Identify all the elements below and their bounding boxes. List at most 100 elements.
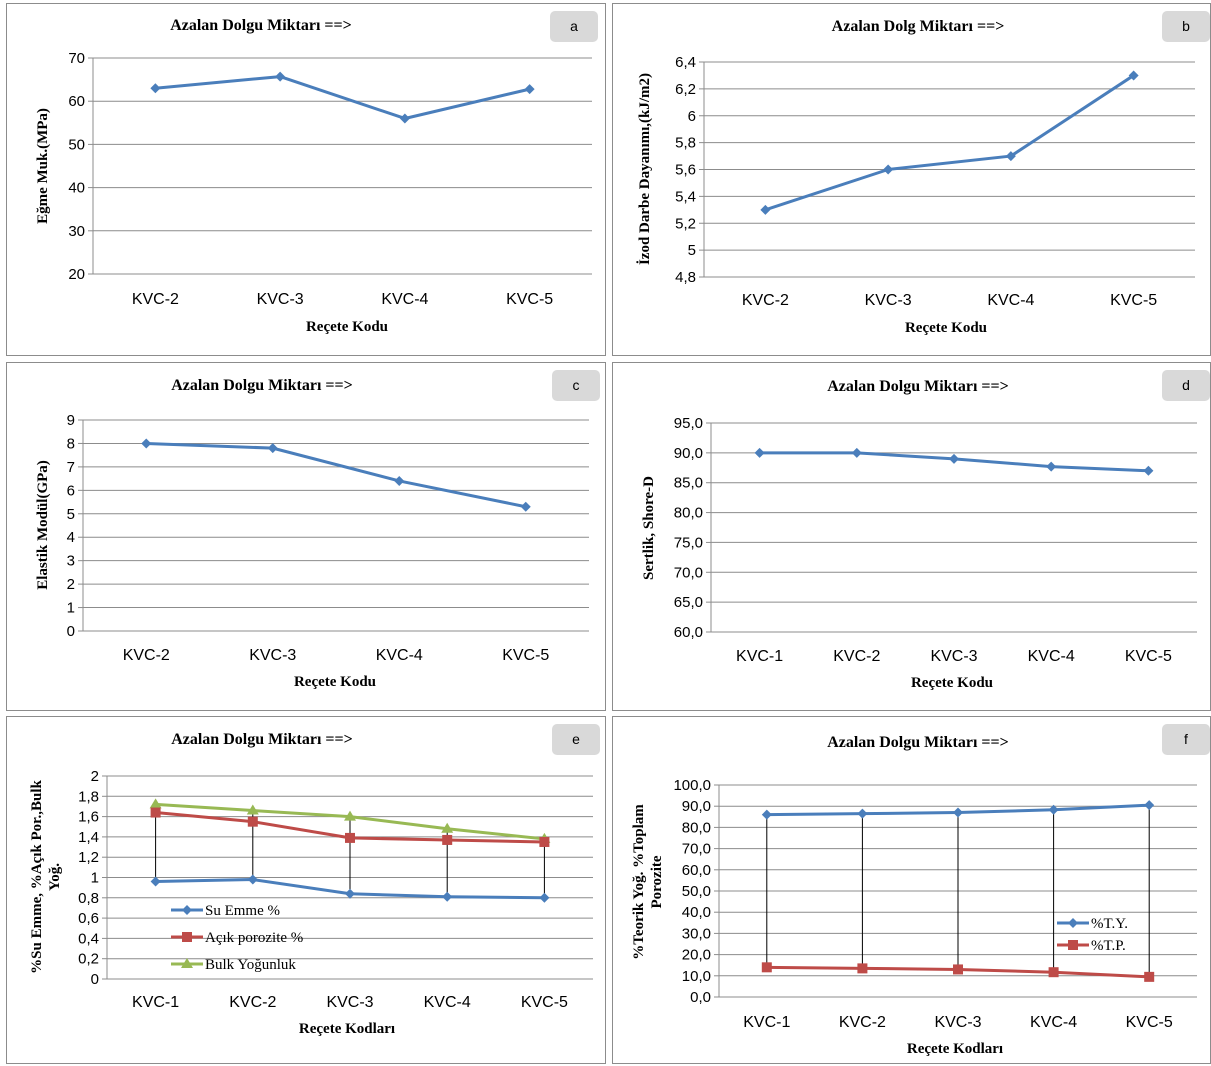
x-tick-label: KVC-1: [132, 994, 179, 1011]
y-axis-title: İzod Darbe Dayanımı,(kJ/m2): [636, 73, 653, 265]
x-tick-label: KVC-1: [743, 1014, 790, 1031]
panel-label: d: [1182, 377, 1190, 393]
data-point: [539, 836, 550, 847]
x-axis-title: Reçete Kodu: [306, 319, 388, 335]
y-tick-label: 20: [68, 266, 85, 283]
y-tick-label: 80,0: [682, 819, 711, 836]
panel-label-badge: f: [1162, 724, 1210, 755]
y-tick-label: 3: [67, 553, 75, 570]
y-tick-label: 0,4: [78, 930, 99, 947]
data-point: [246, 804, 259, 815]
data-point: [883, 164, 894, 175]
y-tick-label: 40: [68, 180, 85, 197]
data-point: [267, 443, 278, 454]
y-tick-label: 1: [91, 870, 99, 887]
y-tick-label: 6,4: [675, 54, 696, 71]
data-point: [851, 447, 862, 458]
y-tick-label: 8: [67, 435, 75, 452]
y-tick-label: 70,0: [682, 841, 711, 858]
legend-label: Açık porozite %: [205, 930, 303, 946]
y-axis-title: %Su Emme, %Açık Por.,Bulk: [29, 780, 45, 974]
chart-title: Azalan Dolgu Miktarı ==>: [827, 734, 1009, 751]
chart-title: Azalan Dolgu Miktarı ==>: [827, 378, 1009, 395]
y-tick-label: 0,8: [78, 890, 99, 907]
series-1: [760, 70, 1139, 215]
data-point: [761, 809, 772, 820]
x-tick-label: KVC-2: [742, 292, 789, 309]
data-point: [949, 453, 959, 464]
y-tick-label: 2: [67, 576, 75, 593]
y-tick-label: 5,8: [675, 135, 696, 152]
legend-label: Su Emme %: [205, 903, 280, 919]
chart-panel-e: Azalan Dolgu Miktarı ==> e 0 0,2 0,4 0,6 0,8 1 1…: [6, 716, 606, 1064]
data-point: [524, 84, 535, 95]
x-tick-label: KVC-4: [424, 994, 471, 1011]
series-1: [141, 438, 531, 512]
x-tick-label: KVC-2: [132, 291, 179, 308]
data-point: [141, 438, 152, 449]
y-tick-label: 80,0: [674, 505, 703, 522]
data-point: [149, 798, 162, 809]
y-tick-label: 50,0: [682, 883, 711, 900]
y-tick-label: 5,4: [675, 188, 696, 205]
series-1: [150, 874, 550, 903]
y-tick-label: 100,0: [673, 777, 711, 794]
panel-label: f: [1184, 731, 1188, 747]
chart-panel-f: Azalan Dolgu Miktarı ==> f 0,0 10,0 20,0 30,0…: [612, 716, 1211, 1064]
chart-panel-b: Azalan Dolg Miktarı ==> b 4,8 5 5,2 5,4 5,6 5,8…: [612, 3, 1211, 356]
y-tick-label: 60: [68, 93, 85, 110]
legend-marker: [182, 932, 192, 942]
y-tick-label: 65,0: [674, 594, 703, 611]
legend-label: %T.Y.: [1091, 916, 1128, 932]
data-point: [247, 874, 258, 885]
x-tick-label: KVC-5: [1110, 292, 1157, 309]
x-tick-label: KVC-4: [381, 291, 428, 308]
chart-f: Azalan Dolgu Miktarı ==> f 0,0 10,0 20,0 30,0…: [631, 724, 1210, 1057]
y-tick-label: 9: [67, 412, 75, 429]
chart-a: Azalan Dolgu Miktarı ==> a 20 30 40 50 60 70 KVC…: [35, 11, 598, 335]
x-tick-label: KVC-1: [736, 648, 783, 665]
data-point: [760, 204, 771, 215]
data-point: [1046, 461, 1057, 472]
y-axis-title: Yoğ.: [47, 863, 63, 891]
y-tick-label: 85,0: [674, 475, 703, 492]
series-2: [761, 962, 1155, 982]
y-tick-label: 0: [91, 971, 99, 988]
y-axis-title: Sertlik, Shore-D: [641, 476, 657, 580]
y-tick-label: 2: [91, 768, 99, 785]
panel-label-badge: a: [550, 11, 598, 42]
panel-label: b: [1182, 18, 1190, 34]
chart-b: Azalan Dolg Miktarı ==> b 4,8 5 5,2 5,4 5,6 5,8…: [636, 11, 1210, 336]
y-tick-label: 75,0: [674, 534, 703, 551]
data-point: [953, 807, 963, 818]
panel-label-badge: e: [552, 724, 600, 755]
series-1: [761, 800, 1155, 820]
data-point: [1048, 967, 1059, 978]
panel-label: a: [570, 18, 578, 34]
y-tick-label: 5,6: [675, 162, 696, 179]
y-tick-label: 1,6: [78, 809, 99, 826]
y-tick-label: 5,2: [675, 215, 696, 232]
y-tick-label: 1,8: [78, 788, 99, 805]
x-tick-label: KVC-3: [934, 1014, 981, 1031]
x-tick-label: KVC-2: [833, 648, 880, 665]
chart-title: Azalan Dolgu Miktarı ==>: [170, 17, 352, 34]
x-tick-label: KVC-5: [521, 994, 568, 1011]
data-point: [247, 816, 258, 827]
chart-panel-c: Azalan Dolgu Miktarı ==> c 0 1 2 3 4 5 6 7 8 9 KVC-2…: [6, 362, 606, 711]
x-tick-label: KVC-5: [1125, 648, 1172, 665]
y-tick-label: 0,2: [78, 951, 99, 968]
y-tick-label: 0: [67, 623, 75, 640]
data-point: [754, 447, 765, 458]
chart-e: Azalan Dolgu Miktarı ==> e 0 0,2 0,4 0,6 0,8 1 1…: [29, 724, 600, 1037]
series-line: [764, 74, 1135, 212]
series-line: [155, 75, 530, 120]
data-point: [520, 501, 531, 512]
data-point: [1048, 804, 1059, 815]
y-axis-title: Elastik Modül(GPa): [35, 460, 51, 590]
x-axis-title: Reçete Kodları: [299, 1021, 395, 1037]
data-point: [857, 808, 868, 819]
y-tick-label: 60,0: [682, 862, 711, 879]
y-tick-label: 60,0: [674, 624, 703, 641]
series-1: [754, 447, 1154, 476]
